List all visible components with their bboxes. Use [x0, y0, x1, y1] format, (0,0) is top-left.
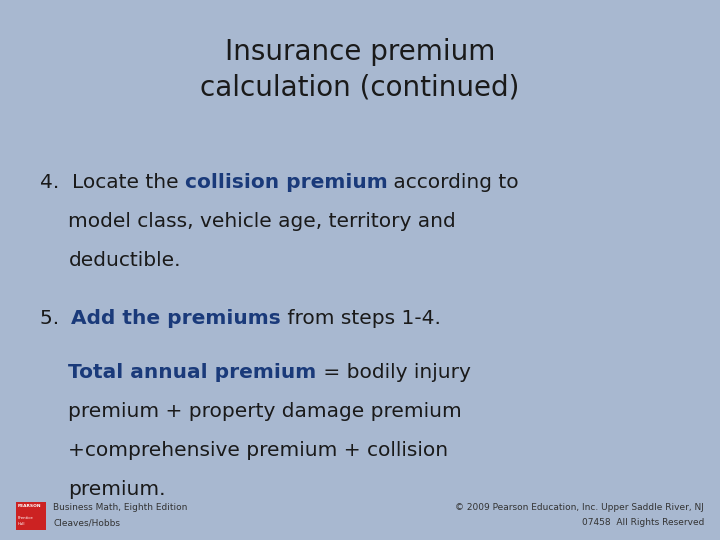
Text: Total annual premium: Total annual premium	[68, 363, 317, 382]
Text: 5.: 5.	[40, 309, 71, 328]
Text: according to: according to	[387, 173, 519, 192]
Text: 4.  Locate the: 4. Locate the	[40, 173, 184, 192]
Text: Cleaves/Hobbs: Cleaves/Hobbs	[53, 518, 120, 528]
Text: Hall: Hall	[17, 522, 24, 526]
Text: +comprehensive premium + collision: +comprehensive premium + collision	[68, 441, 449, 460]
Text: © 2009 Pearson Education, Inc. Upper Saddle River, NJ: © 2009 Pearson Education, Inc. Upper Sad…	[455, 503, 704, 512]
Text: Add the premiums: Add the premiums	[71, 309, 282, 328]
Text: model class, vehicle age, territory and: model class, vehicle age, territory and	[68, 212, 456, 231]
Text: Business Math, Eighth Edition: Business Math, Eighth Edition	[53, 503, 188, 512]
Text: from steps 1-4.: from steps 1-4.	[282, 309, 441, 328]
Text: Prentice: Prentice	[17, 516, 33, 519]
Text: = bodily injury: = bodily injury	[317, 363, 471, 382]
FancyBboxPatch shape	[16, 502, 46, 530]
Text: 07458  All Rights Reserved: 07458 All Rights Reserved	[582, 518, 704, 528]
Text: PEARSON: PEARSON	[17, 504, 41, 508]
Text: premium.: premium.	[68, 480, 166, 499]
Text: Insurance premium
calculation (continued): Insurance premium calculation (continued…	[200, 38, 520, 102]
Text: collision premium: collision premium	[184, 173, 387, 192]
Text: deductible.: deductible.	[68, 251, 181, 269]
Text: premium + property damage premium: premium + property damage premium	[68, 402, 462, 421]
